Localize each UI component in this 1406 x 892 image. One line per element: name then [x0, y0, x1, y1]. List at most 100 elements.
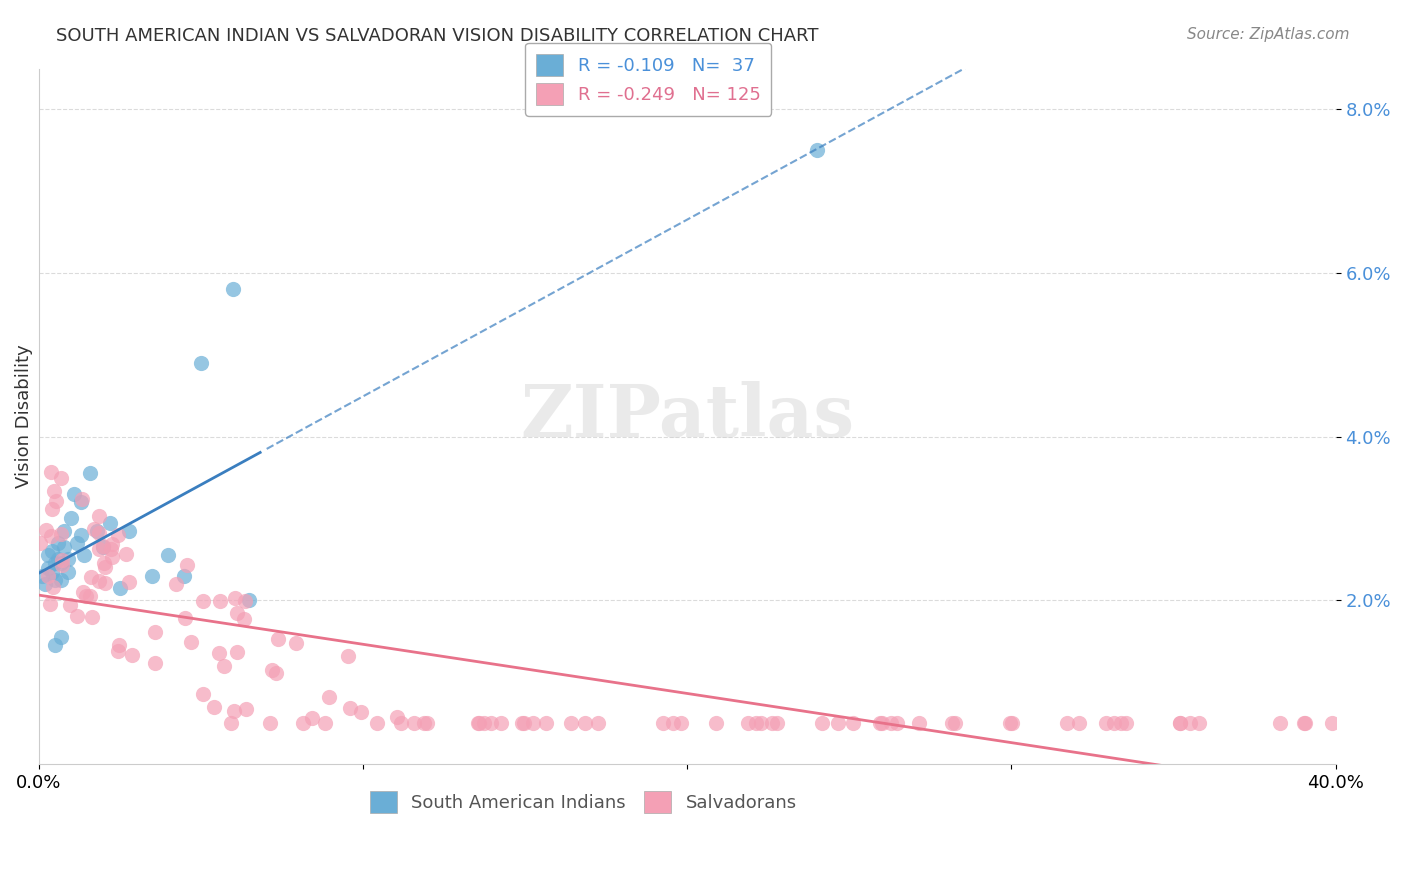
Point: [69, 528, 91, 542]
Point: [1115, 715, 1137, 730]
Point: [1292, 715, 1315, 730]
Text: ZIPatlas: ZIPatlas: [520, 381, 855, 451]
Point: [222, 282, 245, 296]
Point: [886, 715, 908, 730]
Point: [472, 715, 495, 730]
Point: [87, 574, 110, 589]
Point: [30, 536, 52, 550]
Point: [51, 573, 73, 587]
Point: [37, 560, 59, 574]
Point: [51, 558, 73, 572]
Point: [45, 493, 67, 508]
Point: [806, 144, 828, 158]
Point: [44, 638, 66, 652]
Point: [72, 492, 94, 507]
Point: [100, 542, 122, 557]
Point: [180, 635, 202, 649]
Point: [31, 568, 53, 582]
Point: [83, 522, 105, 536]
Point: [93, 540, 115, 554]
Point: [336, 648, 359, 663]
Point: [416, 715, 439, 730]
Point: [574, 715, 596, 730]
Point: [93, 557, 115, 571]
Point: [745, 715, 768, 730]
Point: [262, 663, 284, 677]
Point: [737, 715, 759, 730]
Point: [222, 704, 245, 718]
Point: [72, 585, 94, 599]
Legend: South American Indians, Salvadorans: South American Indians, Salvadorans: [359, 780, 807, 824]
Point: [366, 715, 388, 730]
Point: [145, 656, 167, 670]
Point: [1188, 715, 1211, 730]
Point: [941, 715, 963, 730]
Point: [73, 548, 96, 562]
Point: [157, 548, 180, 562]
Point: [141, 568, 163, 582]
Point: [91, 540, 114, 554]
Point: [41, 544, 63, 558]
Point: [108, 638, 131, 652]
Point: [1056, 715, 1078, 730]
Point: [207, 646, 229, 660]
Point: [87, 526, 110, 541]
Point: [101, 549, 124, 564]
Point: [908, 715, 931, 730]
Point: [704, 715, 727, 730]
Point: [467, 715, 489, 730]
Point: [943, 715, 966, 730]
Point: [1180, 715, 1202, 730]
Point: [766, 715, 789, 730]
Point: [193, 687, 215, 701]
Point: [869, 715, 891, 730]
Point: [749, 715, 772, 730]
Point: [512, 715, 534, 730]
Point: [108, 581, 131, 595]
Point: [235, 702, 257, 716]
Point: [56, 565, 79, 579]
Point: [212, 659, 235, 673]
Point: [761, 715, 783, 730]
Point: [34, 577, 56, 591]
Point: [339, 700, 361, 714]
Y-axis label: Vision Disability: Vision Disability: [15, 344, 32, 488]
Point: [86, 524, 108, 538]
Point: [586, 715, 609, 730]
Point: [1168, 715, 1191, 730]
Point: [115, 547, 138, 561]
Point: [233, 594, 256, 608]
Point: [143, 624, 166, 639]
Point: [56, 552, 79, 566]
Point: [80, 610, 103, 624]
Point: [37, 569, 59, 583]
Point: [811, 715, 834, 730]
Point: [44, 483, 66, 498]
Point: [87, 508, 110, 523]
Point: [318, 690, 340, 705]
Point: [402, 715, 425, 730]
Point: [51, 553, 73, 567]
Point: [63, 487, 86, 501]
Point: [652, 715, 675, 730]
Point: [1294, 715, 1316, 730]
Point: [44, 557, 66, 571]
Point: [233, 612, 256, 626]
Point: [39, 465, 62, 479]
Point: [49, 471, 72, 485]
Point: [101, 536, 124, 550]
Point: [534, 715, 557, 730]
Point: [259, 715, 281, 730]
Point: [118, 524, 141, 538]
Point: [49, 527, 72, 541]
Point: [191, 594, 214, 608]
Point: [98, 516, 121, 530]
Point: [174, 610, 197, 624]
Point: [41, 502, 63, 516]
Point: [842, 715, 865, 730]
Point: [87, 541, 110, 556]
Text: Source: ZipAtlas.com: Source: ZipAtlas.com: [1187, 27, 1350, 42]
Point: [870, 715, 893, 730]
Point: [79, 589, 101, 603]
Point: [94, 576, 117, 591]
